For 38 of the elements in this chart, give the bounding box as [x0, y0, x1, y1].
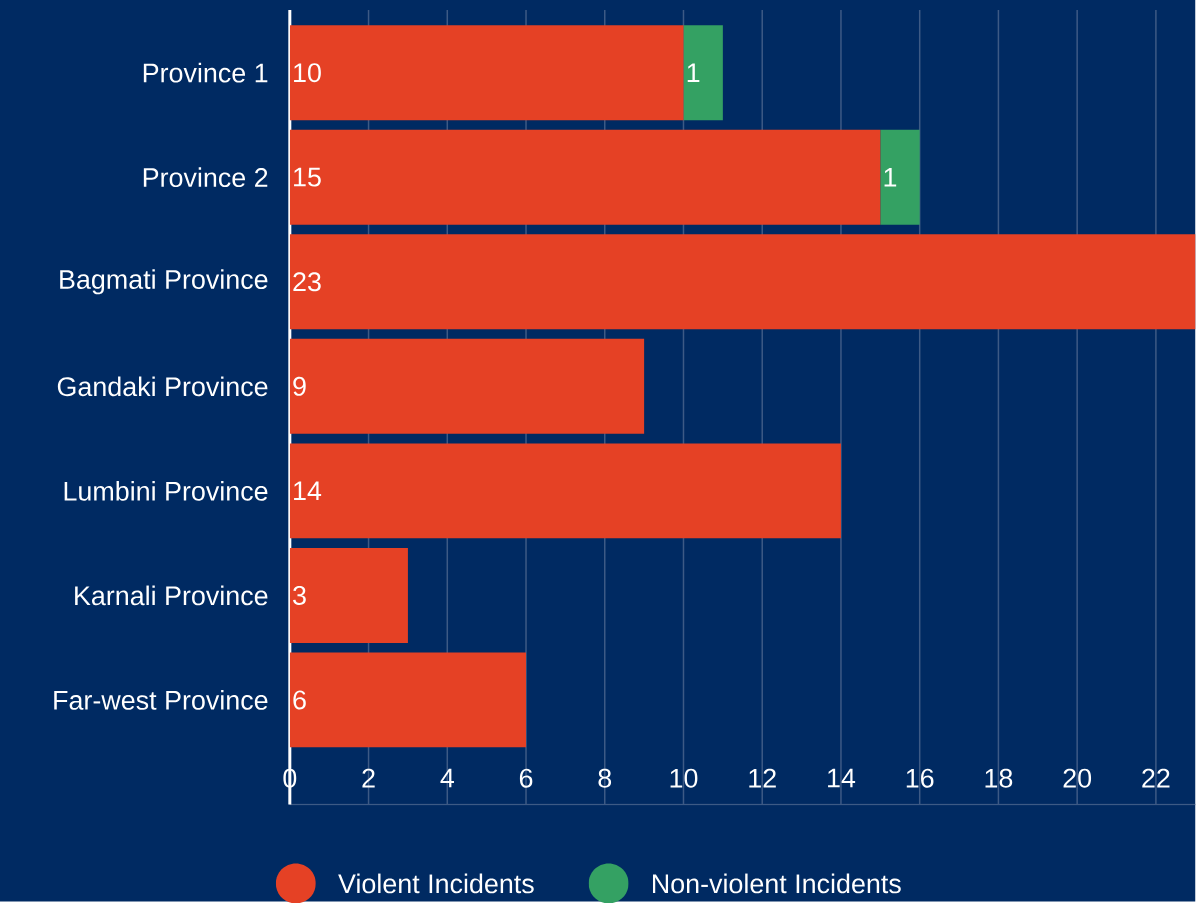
x-tick-label: 8: [598, 768, 612, 788]
x-tick-label: 22: [1142, 768, 1170, 788]
data-label: 1: [687, 63, 700, 82]
bar: [289, 547, 408, 643]
y-tick-label: Karnali Province: [75, 585, 268, 606]
x-tick-label: 20: [1063, 768, 1092, 788]
data-label: 1: [884, 167, 897, 187]
y-tick-label: Lumbini Province: [64, 480, 268, 501]
x-tick-label: 6: [519, 768, 533, 788]
bar: [880, 129, 920, 225]
x-tick-label: 14: [828, 768, 856, 787]
bar: [683, 25, 723, 120]
legend-label: Violent Incidents: [338, 873, 534, 894]
data-label: 6: [293, 690, 306, 710]
bar: [289, 338, 645, 434]
bar: [289, 443, 841, 539]
x-tick-label: 2: [362, 768, 375, 788]
bar: [289, 234, 1196, 330]
y-tick-label: Bagmati Province: [60, 269, 268, 295]
y-tick-label: Gandaki Province: [57, 376, 268, 396]
x-tick-label: 10: [670, 768, 698, 788]
data-label: 9: [293, 376, 306, 396]
bar: [289, 652, 527, 748]
x-tick-label: 12: [749, 768, 776, 788]
data-label: 3: [293, 585, 306, 605]
y-tick-label: Far-west Province: [54, 689, 268, 710]
bar: [289, 25, 684, 120]
x-tick-label: 4: [440, 768, 454, 787]
legend-label: Non-violent Incidents: [652, 873, 901, 894]
x-tick-label: 18: [985, 768, 1013, 788]
bar: [289, 129, 881, 225]
y-tick-label: Province 1: [143, 62, 268, 83]
x-tick-label: 16: [906, 768, 934, 788]
data-label: 10: [294, 62, 321, 83]
y-tick-label: Province 2: [143, 167, 268, 187]
data-label: 23: [293, 272, 321, 292]
data-label: 14: [294, 481, 322, 500]
data-label: 15: [294, 167, 321, 187]
